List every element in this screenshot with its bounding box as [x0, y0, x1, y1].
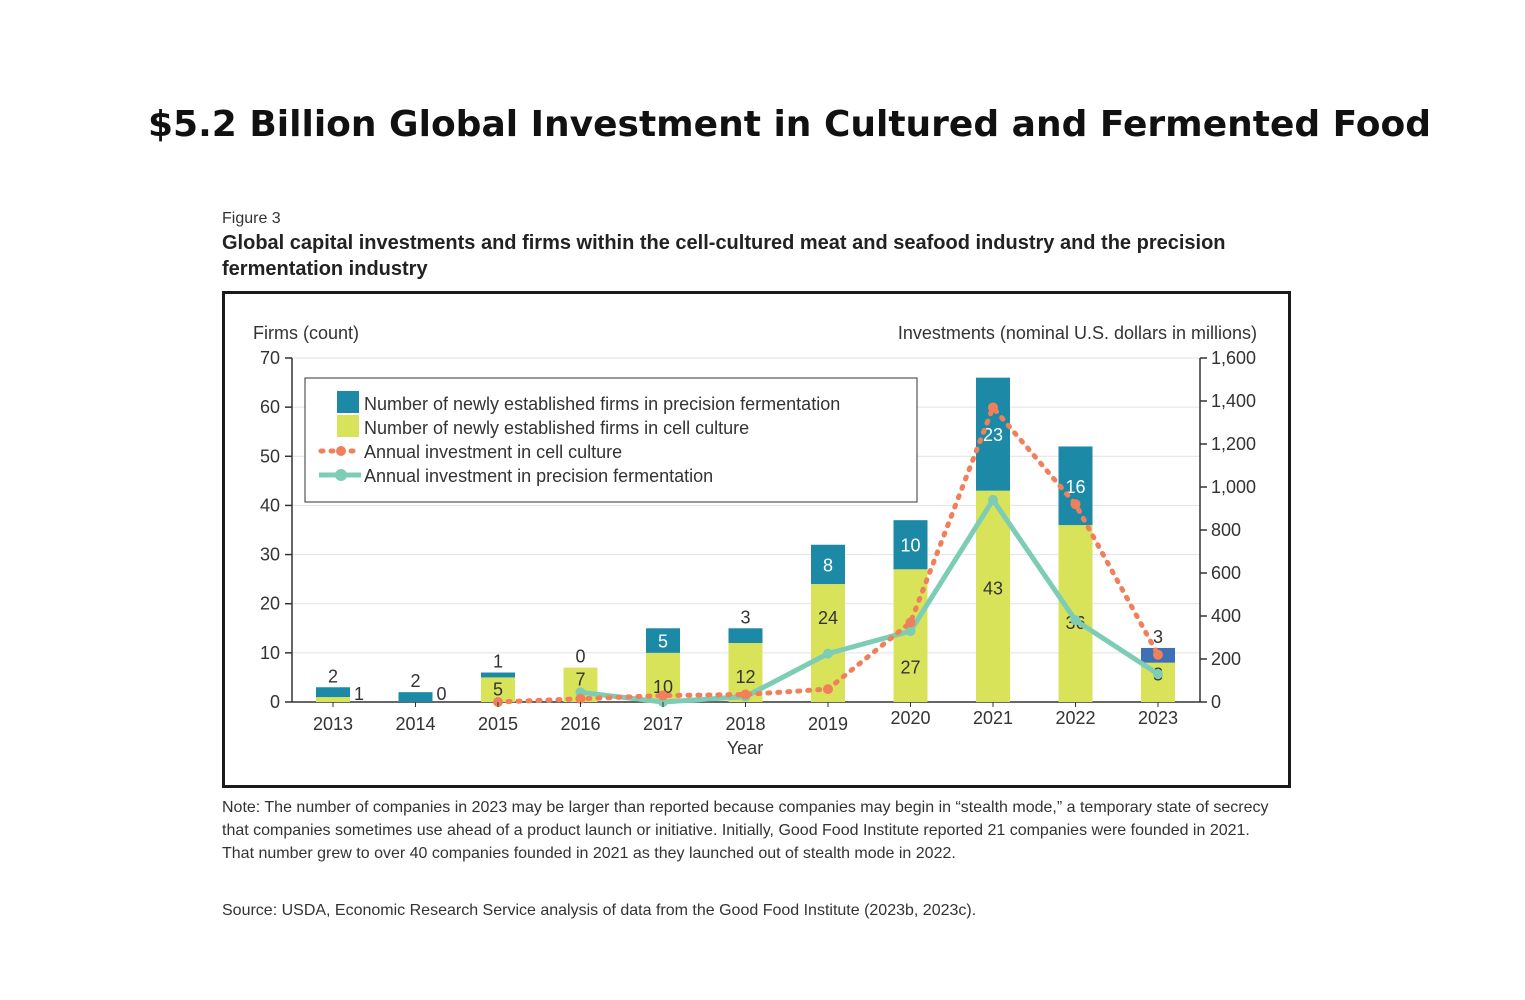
- bar-precision-fermentation: [728, 628, 763, 644]
- bar-label-cell-culture: 7: [575, 670, 585, 690]
- point-cell-culture: [905, 617, 916, 628]
- bar-label-precision-fermentation: 2: [328, 666, 338, 686]
- right-tick-label: 600: [1211, 563, 1241, 583]
- combo-chart: 01020304050607002004006008001,0001,2001,…: [253, 323, 1257, 758]
- point-cell-culture: [988, 402, 998, 413]
- legend-label-cell-culture: Number of newly established firms in cel…: [364, 418, 749, 438]
- x-tick-label: 2017: [643, 714, 683, 734]
- x-tick-label: 2015: [478, 714, 518, 734]
- figure-label: Figure 3: [222, 210, 281, 227]
- line-precision-fermentation: [580, 497, 1160, 705]
- left-tick-label: 0: [270, 692, 280, 712]
- right-tick-label: 0: [1211, 692, 1221, 712]
- figure-note: Note: The number of companies in 2023 ma…: [222, 799, 1269, 862]
- bar-label-cell-culture: 43: [983, 579, 1003, 599]
- figure-title: Global capital investments and firms wit…: [222, 232, 1226, 280]
- x-tick-label: 2016: [560, 714, 600, 734]
- legend-label-precision-fermentation: Number of newly established firms in pre…: [364, 394, 840, 414]
- page-headline: $5.2 Billion Global Investment in Cultur…: [148, 104, 1432, 145]
- bar-precision-fermentation: [398, 692, 433, 702]
- point-cell-culture: [658, 690, 668, 701]
- bar-label-precision-fermentation: 8: [823, 555, 833, 575]
- bar-label-cell-culture: 10: [653, 677, 673, 697]
- x-tick-label: 2021: [973, 708, 1013, 728]
- point-precision-fermentation: [905, 626, 916, 637]
- legend-label-cell-culture-investment: Annual investment in cell culture: [364, 442, 622, 462]
- bar-label-precision-fermentation: 2: [410, 671, 420, 691]
- legend-marker-precision-fermentation-investment: [335, 469, 347, 481]
- legend-label-precision-fermentation-investment: Annual investment in precision fermentat…: [364, 466, 713, 486]
- left-tick-label: 70: [260, 348, 280, 368]
- bar-cell-culture: [1058, 525, 1093, 702]
- point-cell-culture: [1070, 499, 1081, 510]
- point-cell-culture: [740, 689, 751, 700]
- point-precision-fermentation: [823, 648, 833, 659]
- bar-cell-culture: [976, 490, 1010, 702]
- left-tick-label: 20: [260, 594, 280, 614]
- bar-label-cell-culture: 27: [900, 657, 920, 677]
- point-precision-fermentation: [1070, 615, 1081, 626]
- left-tick-label: 60: [260, 397, 280, 417]
- legend-marker-cell-culture-investment: [336, 446, 346, 456]
- right-tick-label: 400: [1211, 606, 1241, 626]
- right-tick-label: 1,200: [1211, 434, 1256, 454]
- x-tick-label: 2019: [808, 714, 848, 734]
- point-cell-culture: [575, 693, 586, 704]
- right-tick-label: 1,000: [1211, 477, 1256, 497]
- bar-precision-fermentation: [646, 628, 680, 653]
- x-tick-label: 2023: [1138, 708, 1178, 728]
- bar-label-precision-fermentation: 16: [1065, 477, 1085, 497]
- chart-frame: 0 10 20 30 40 50 60 70 0 200 400 600 800 1,000 1,200 1,…: [222, 291, 1291, 788]
- left-axis-title: Firms (count): [253, 323, 359, 343]
- bar-precision-fermentation: [811, 544, 845, 585]
- left-tick-label: 50: [260, 446, 280, 466]
- right-tick-label: 1,400: [1211, 391, 1256, 411]
- x-tick-label: 2022: [1055, 708, 1095, 728]
- x-tick-label: 2018: [725, 714, 765, 734]
- bar-label-cell-culture: 5: [493, 679, 503, 699]
- point-precision-fermentation: [988, 494, 998, 505]
- bar-precision-fermentation: [893, 520, 928, 570]
- x-tick-label: 2013: [313, 714, 353, 734]
- left-tick-label: 10: [260, 643, 280, 663]
- figure-source: Source: USDA, Economic Research Service …: [222, 902, 977, 919]
- bar-label-precision-fermentation: 3: [1153, 627, 1163, 647]
- bar-label-cell-culture: 0: [436, 684, 446, 704]
- left-tick-label: 40: [260, 495, 280, 515]
- point-precision-fermentation: [1153, 669, 1163, 680]
- point-cell-culture: [1153, 649, 1163, 660]
- bar-label-cell-culture: 24: [818, 608, 838, 628]
- x-axis-title: Year: [727, 738, 763, 758]
- bar-precision-fermentation: [481, 672, 515, 678]
- right-tick-label: 800: [1211, 520, 1241, 540]
- left-tick-label: 30: [260, 545, 280, 565]
- bar-label-cell-culture: 1: [354, 684, 364, 704]
- bar-label-precision-fermentation: 3: [740, 607, 750, 627]
- bar-label-precision-fermentation: 23: [983, 425, 1003, 445]
- right-axis-title: Investments (nominal U.S. dollars in mil…: [898, 323, 1257, 343]
- bar-label-precision-fermentation: 1: [493, 652, 503, 672]
- bar-cell-culture: [316, 697, 350, 702]
- x-tick-label: 2014: [395, 714, 435, 734]
- right-tick-label: 200: [1211, 649, 1241, 669]
- bar-precision-fermentation: [1058, 446, 1093, 526]
- legend-box: [304, 377, 918, 503]
- point-cell-culture: [823, 684, 833, 695]
- bar-label-cell-culture: 12: [735, 667, 755, 687]
- bar-precision-fermentation: [976, 377, 1010, 491]
- bar-label-precision-fermentation: 5: [658, 632, 668, 652]
- x-tick-label: 2020: [890, 708, 930, 728]
- bar-precision-fermentation: [316, 687, 350, 698]
- bar-label-precision-fermentation: 10: [900, 536, 920, 556]
- bar-label-precision-fermentation: 0: [575, 647, 585, 667]
- right-tick-label: 1,600: [1211, 348, 1256, 368]
- legend-swatch-precision-fermentation: [337, 391, 359, 413]
- legend-swatch-cell-culture: [337, 415, 359, 437]
